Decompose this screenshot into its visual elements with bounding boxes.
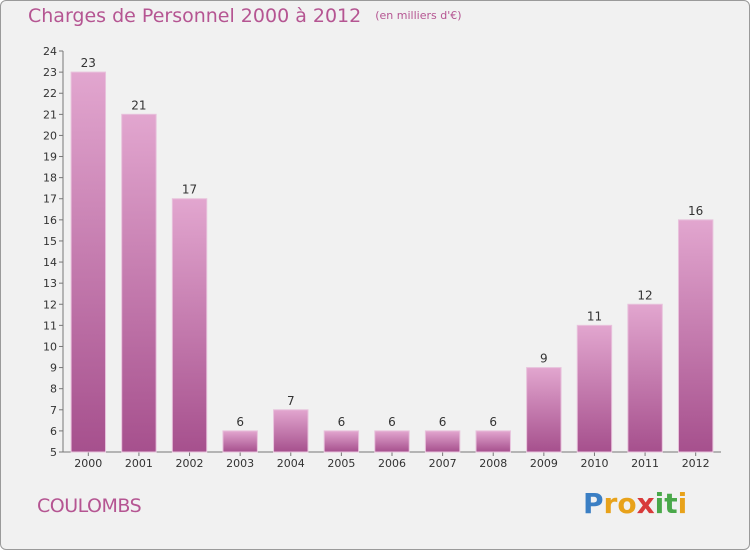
chart-title-block: Charges de Personnel 2000 à 2012 (en mill…	[28, 5, 462, 27]
bar	[526, 367, 562, 453]
y-tick-label: 22	[43, 87, 57, 100]
bar-value-label: 17	[182, 183, 197, 197]
bar	[121, 113, 157, 453]
logo-letter: r	[603, 487, 618, 520]
y-tick-label: 10	[43, 340, 57, 353]
y-tick-label: 17	[43, 193, 57, 206]
y-tick-label: 6	[50, 425, 57, 438]
x-tick-label: 2010	[580, 457, 608, 470]
bar-value-label: 6	[236, 415, 244, 429]
x-tick-label: 2003	[226, 457, 254, 470]
bar	[677, 219, 714, 453]
bar	[576, 324, 613, 453]
y-tick-label: 18	[43, 172, 57, 185]
y-tick-label: 20	[43, 129, 57, 142]
y-tick-label: 21	[43, 108, 57, 121]
town-name: COULOMBS	[37, 495, 142, 517]
y-tick-label: 11	[43, 319, 57, 332]
bar-value-label: 7	[287, 394, 295, 408]
proxiti-logo: Proxiti	[583, 487, 687, 520]
labels: 23 2000 21 2001 17 2002 6 2003 7 2004 6 2005 6 2006 6 2…	[74, 56, 709, 470]
bar-value-label: 6	[338, 415, 346, 429]
x-tick-label: 2004	[277, 457, 305, 470]
unit-note: (en milliers d'€)	[375, 9, 462, 22]
y-tick-label: 13	[43, 277, 57, 290]
x-tick-label: 2012	[682, 457, 710, 470]
x-tick-label: 2002	[176, 457, 204, 470]
y-tick-label: 12	[43, 298, 57, 311]
y-tick-label: 23	[43, 66, 57, 79]
logo-letter: t	[664, 487, 678, 520]
bar-value-label: 11	[587, 309, 602, 323]
y-tick-label: 9	[50, 362, 57, 375]
y-tick-label: 5	[50, 446, 57, 459]
logo-letter: P	[583, 487, 604, 520]
logo-letter: x	[636, 487, 655, 520]
bar	[424, 430, 461, 453]
x-tick-label: 2006	[378, 457, 406, 470]
bar	[374, 430, 410, 453]
logo-letter: o	[617, 487, 637, 520]
bar	[273, 409, 309, 453]
bar	[70, 71, 107, 453]
bar-value-label: 6	[388, 415, 396, 429]
bar-value-label: 16	[688, 204, 703, 218]
bar-value-label: 9	[540, 352, 548, 366]
y-tick-label: 16	[43, 214, 57, 227]
logo-letter: i	[654, 487, 665, 520]
bar	[323, 430, 360, 453]
bars	[70, 71, 714, 453]
y-tick-label: 7	[50, 404, 57, 417]
bar-value-label: 21	[131, 98, 146, 112]
x-tick-label: 2009	[530, 457, 558, 470]
y-tick-label: 14	[43, 256, 57, 269]
bar	[627, 303, 663, 453]
x-tick-label: 2005	[327, 457, 355, 470]
bar	[171, 198, 208, 453]
y-tick-label: 15	[43, 235, 57, 248]
bar-value-label: 23	[81, 56, 96, 70]
bar-value-label: 6	[439, 415, 447, 429]
y-tick-label: 19	[43, 151, 57, 164]
chart-title: Charges de Personnel 2000 à 2012	[28, 5, 362, 27]
y-tick-label: 24	[43, 45, 57, 58]
bar-value-label: 12	[637, 288, 652, 302]
y-tick-label: 8	[50, 383, 57, 396]
x-tick-label: 2000	[74, 457, 102, 470]
bar-value-label: 6	[489, 415, 497, 429]
bar	[475, 430, 511, 453]
x-tick-label: 2007	[429, 457, 457, 470]
x-tick-label: 2001	[125, 457, 153, 470]
x-tick-label: 2011	[631, 457, 659, 470]
x-tick-label: 2008	[479, 457, 507, 470]
bar	[222, 430, 258, 453]
logo-letter: i	[677, 487, 688, 520]
